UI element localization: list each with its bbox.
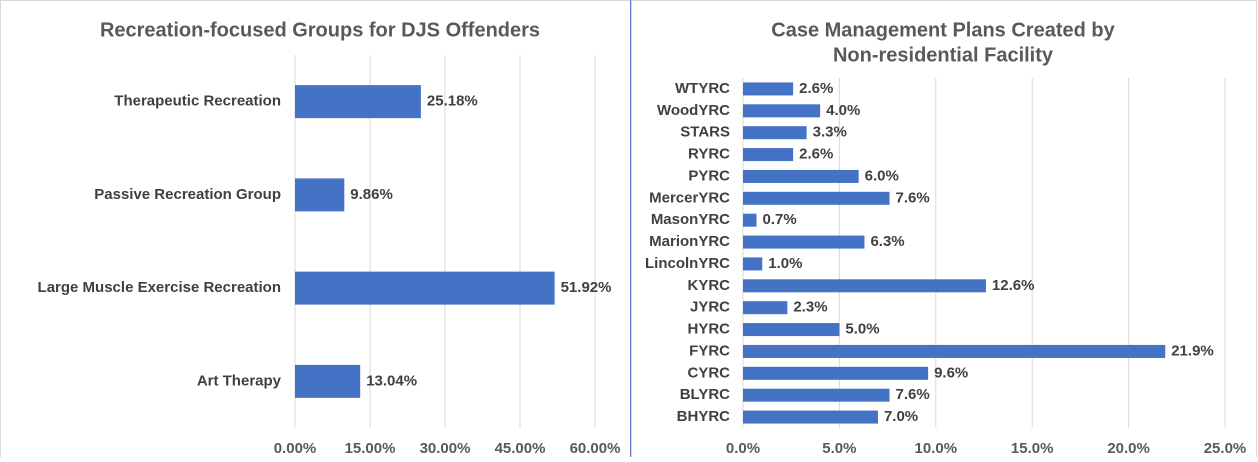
- data-label: 21.9%: [1171, 342, 1214, 359]
- category-label: HYRC: [687, 321, 730, 338]
- x-tick-label: 15.0%: [1011, 440, 1054, 457]
- bar: [743, 191, 890, 205]
- data-label: 7.0%: [884, 408, 918, 425]
- bar: [743, 148, 794, 162]
- category-label: KYRC: [687, 277, 730, 294]
- x-tick-label: 60.00%: [570, 440, 621, 457]
- x-tick-label: 25.0%: [1204, 440, 1247, 457]
- x-tick-label: 5.0%: [822, 440, 856, 457]
- chart-title: Case Management Plans Created by: [771, 19, 1115, 41]
- bar: [743, 82, 794, 96]
- bar: [295, 178, 345, 212]
- bar: [743, 388, 890, 402]
- category-label: CYRC: [687, 364, 730, 381]
- bar: [743, 301, 788, 315]
- category-label: MarionYRC: [649, 233, 730, 250]
- data-label: 6.0%: [865, 167, 899, 184]
- bar: [743, 366, 929, 380]
- data-label: 13.04%: [366, 372, 417, 389]
- chart-title: Non-residential Facility: [833, 44, 1054, 66]
- bar: [743, 344, 1166, 358]
- category-label: STARS: [680, 124, 730, 141]
- data-label: 9.86%: [350, 186, 393, 203]
- data-label: 4.0%: [826, 102, 860, 119]
- bar: [743, 235, 865, 249]
- bar: [743, 323, 840, 337]
- category-label: Art Therapy: [197, 372, 282, 389]
- panel-border: [631, 0, 1257, 462]
- data-label: 5.0%: [845, 321, 879, 338]
- category-label: BLYRC: [680, 386, 730, 403]
- category-label: MasonYRC: [651, 211, 730, 228]
- category-label: Passive Recreation Group: [94, 186, 281, 203]
- x-tick-label: 0.00%: [274, 440, 317, 457]
- category-label: FYRC: [689, 342, 730, 359]
- category-label: Therapeutic Recreation: [114, 93, 281, 110]
- data-label: 25.18%: [427, 93, 478, 110]
- x-tick-label: 10.0%: [915, 440, 958, 457]
- chart-title: Recreation-focused Groups for DJS Offend…: [100, 19, 540, 41]
- data-label: 7.6%: [896, 386, 930, 403]
- bar: [295, 364, 361, 398]
- bar: [743, 279, 986, 293]
- category-label: Large Muscle Exercise Recreation: [38, 279, 281, 296]
- category-label: PYRC: [688, 167, 730, 184]
- bar: [295, 85, 421, 119]
- data-label: 2.6%: [799, 146, 833, 163]
- data-label: 9.6%: [934, 364, 968, 381]
- data-label: 1.0%: [768, 255, 802, 272]
- data-label: 0.7%: [762, 211, 796, 228]
- data-label: 2.3%: [793, 299, 827, 316]
- category-label: LincolnYRC: [645, 255, 730, 272]
- category-label: JYRC: [690, 299, 730, 316]
- x-tick-label: 0.0%: [726, 440, 760, 457]
- bar: [743, 213, 757, 227]
- bar: [743, 104, 821, 118]
- category-label: RYRC: [688, 146, 730, 163]
- category-label: BHYRC: [677, 408, 731, 425]
- category-label: WTYRC: [675, 80, 730, 97]
- bar: [295, 271, 555, 305]
- data-label: 6.3%: [870, 233, 904, 250]
- bar: [743, 169, 859, 183]
- data-label: 51.92%: [561, 279, 612, 296]
- x-tick-label: 45.00%: [495, 440, 546, 457]
- x-tick-label: 15.00%: [345, 440, 396, 457]
- data-label: 2.6%: [799, 80, 833, 97]
- data-label: 7.6%: [896, 189, 930, 206]
- data-label: 3.3%: [813, 124, 847, 141]
- bar: [743, 126, 807, 140]
- bar: [743, 410, 878, 424]
- x-tick-label: 30.00%: [420, 440, 471, 457]
- data-label: 12.6%: [992, 277, 1035, 294]
- bar: [743, 257, 763, 271]
- x-tick-label: 20.0%: [1107, 440, 1150, 457]
- category-label: WoodYRC: [657, 102, 730, 119]
- category-label: MercerYRC: [649, 189, 730, 206]
